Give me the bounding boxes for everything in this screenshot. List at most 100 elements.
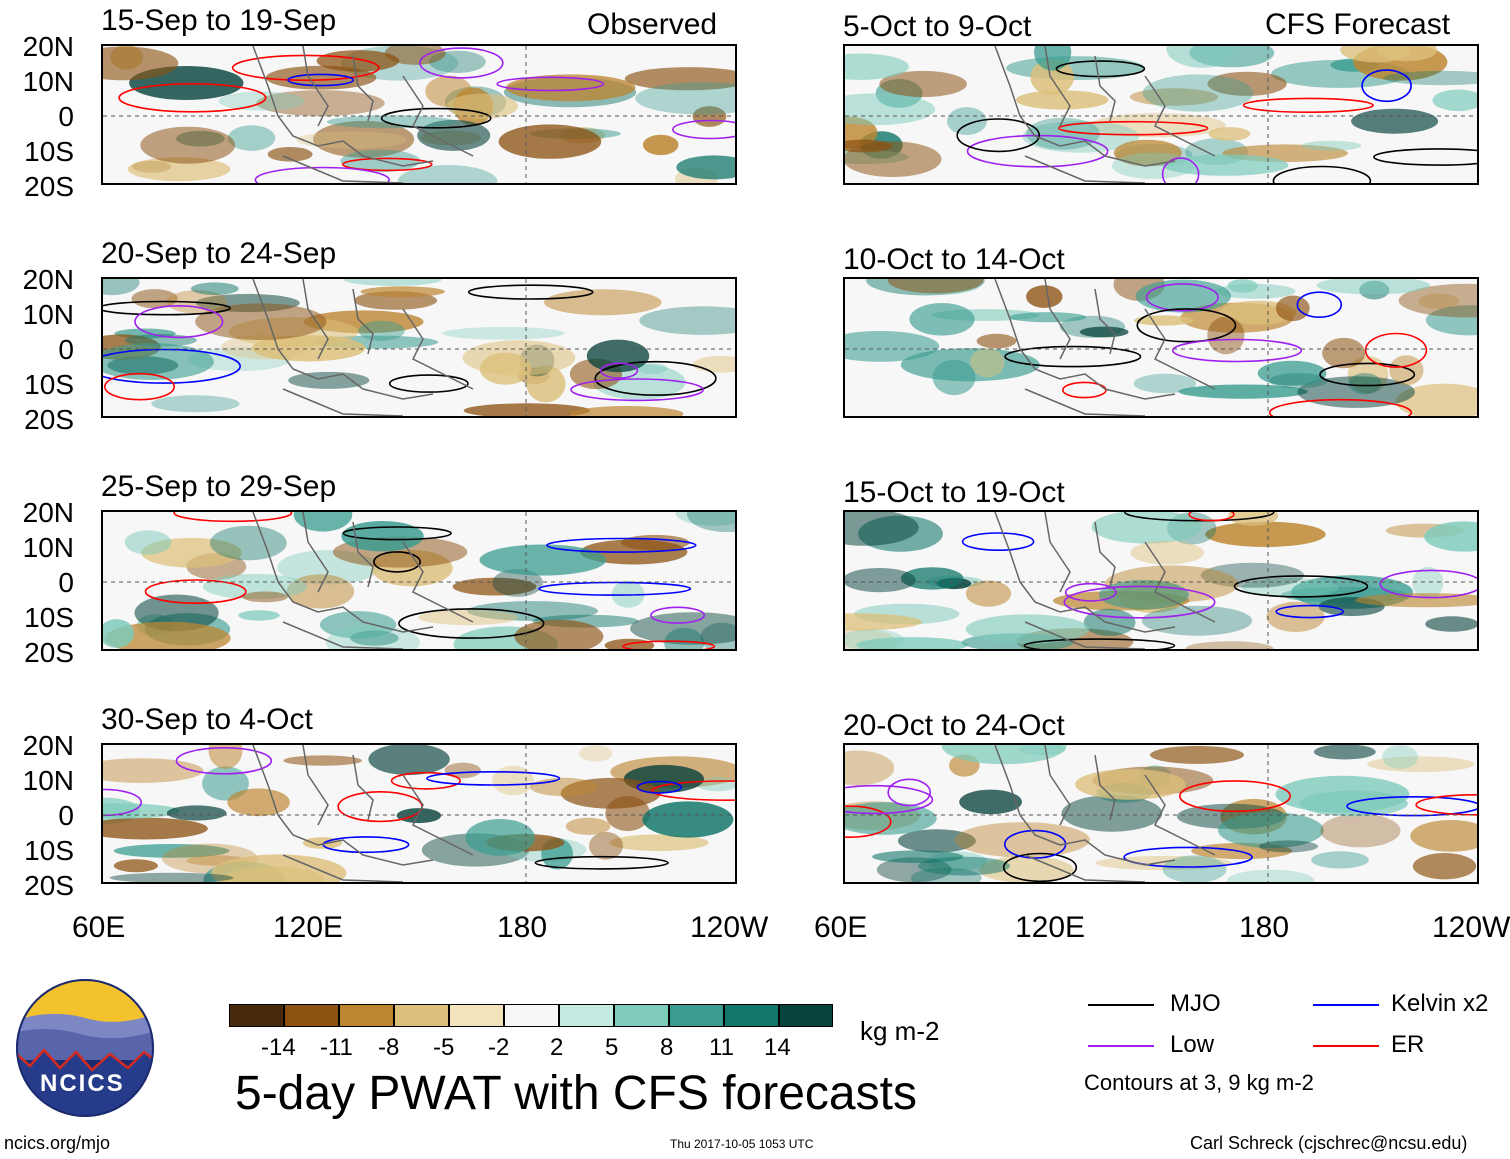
lat-label: 20S	[24, 637, 74, 668]
map-panel	[101, 277, 737, 418]
pwat-anomaly-blob	[1227, 279, 1258, 293]
lat-label: 20N	[22, 264, 74, 295]
pwat-anomaly-blob	[1348, 373, 1382, 395]
wave-contour	[173, 512, 293, 523]
pwat-anomaly-blob	[242, 591, 288, 603]
pwat-anomaly-blob	[887, 279, 984, 294]
pwat-anomaly-blob	[1227, 869, 1315, 882]
pwat-anomaly-blob	[976, 333, 1017, 349]
pwat-anomaly-blob	[845, 613, 922, 631]
pwat-anomaly-blob	[463, 403, 590, 416]
pwat-anomaly-blob	[492, 765, 534, 796]
pwat-anomaly-blob	[845, 53, 909, 80]
legend-label-kelvin: Kelvin x2	[1391, 990, 1489, 1017]
pwat-anomaly-blob	[343, 279, 442, 286]
pwat-anomaly-blob	[1241, 578, 1339, 598]
map-panel	[101, 510, 737, 651]
pwat-anomaly-blob	[1410, 820, 1477, 852]
pwat-anomaly-blob	[897, 829, 976, 853]
pwat-anomaly-blob	[498, 124, 602, 159]
wave-contour	[103, 300, 231, 316]
pwat-anomaly-blob	[1129, 88, 1219, 106]
wave-contour	[254, 166, 390, 183]
pwat-anomaly-blob	[1425, 616, 1477, 632]
lat-label: 10N	[22, 66, 74, 97]
wave-contour	[534, 855, 669, 870]
pwat-anomaly-blob	[947, 107, 987, 136]
colorbar-tick: -5	[433, 1034, 455, 1061]
colorbar-tick: 8	[660, 1034, 674, 1061]
colorbar-tick: -11	[320, 1034, 353, 1061]
pwat-anomaly-blob	[1208, 127, 1251, 141]
lat-label: 10S	[24, 136, 74, 167]
wave-contour	[1002, 852, 1078, 882]
pwat-anomaly-blob	[1316, 279, 1431, 295]
footer-url[interactable]: ncics.org/mjo	[4, 1133, 111, 1153]
wave-contour	[887, 778, 931, 807]
legend-label-er: ER	[1391, 1031, 1425, 1058]
map-field	[845, 46, 1477, 183]
pwat-anomaly-blob	[209, 525, 287, 561]
panel-title: 15-Sep to 19-Sep	[101, 4, 337, 37]
forecast-column-label: CFS Forecast	[1265, 8, 1451, 41]
coastline	[252, 745, 474, 882]
pwat-anomaly-blob	[1090, 113, 1226, 138]
pwat-anomaly-blob	[845, 93, 936, 126]
lat-label: 20S	[24, 870, 74, 901]
pwat-anomaly-blob	[1275, 295, 1310, 322]
pwat-anomaly-blob	[286, 574, 355, 609]
lat-label: 0	[58, 800, 74, 831]
map-field	[103, 512, 735, 649]
pwat-anomaly-blob	[676, 155, 735, 180]
legend-swatch-kelvin	[1313, 1004, 1379, 1006]
wave-contour	[398, 608, 545, 639]
colorbar-bin	[449, 1004, 504, 1027]
colorbar-tick: 14	[764, 1034, 791, 1061]
pwat-anomaly-blob	[932, 359, 976, 396]
pwat-anomaly-blob	[642, 134, 679, 156]
map-field	[845, 512, 1477, 649]
map-panel	[843, 510, 1479, 651]
panel-title: 20-Oct to 24-Oct	[843, 709, 1065, 742]
pwat-anomaly-blob	[1075, 769, 1186, 800]
pwat-anomaly-blob	[465, 819, 535, 856]
footer-timestamp: Thu 2017-10-05 1053 UTC	[670, 1137, 814, 1151]
map-panel	[101, 44, 737, 185]
colorbar-bin	[779, 1004, 833, 1027]
pwat-anomaly-blob	[635, 82, 735, 115]
wave-contour	[341, 157, 433, 172]
pwat-anomaly-blob	[579, 745, 613, 762]
wave-contour	[961, 532, 1035, 552]
pwat-anomaly-blob	[970, 348, 1005, 378]
wave-contour	[118, 82, 267, 113]
wave-contour	[845, 805, 892, 838]
wave-contour	[1361, 69, 1412, 103]
pwat-anomaly-blob	[639, 306, 735, 335]
lat-label: 20N	[22, 730, 74, 761]
pwat-anomaly-blob	[1367, 756, 1475, 773]
pwat-anomaly-blob	[1425, 305, 1477, 336]
pwat-anomaly-blob	[313, 120, 415, 158]
ncics-logo-icon	[16, 979, 154, 1117]
pwat-anomaly-blob	[140, 126, 236, 164]
pwat-anomaly-blob	[1398, 283, 1477, 318]
wave-contour	[1364, 332, 1428, 368]
pwat-anomaly-blob	[1166, 46, 1240, 68]
pwat-anomaly-blob	[1006, 56, 1145, 80]
pwat-anomaly-blob	[1162, 855, 1227, 882]
pwat-anomaly-blob	[1382, 745, 1419, 769]
pwat-anomaly-blob	[965, 580, 1012, 607]
lon-label: 120E	[1015, 911, 1086, 944]
pwat-anomaly-blob	[104, 621, 231, 649]
pwat-anomaly-blob	[1218, 812, 1324, 849]
legend-label-low: Low	[1170, 1031, 1215, 1058]
pwat-anomaly-blob	[692, 355, 735, 373]
colorbar-bin	[669, 1004, 724, 1027]
wave-contour	[672, 119, 735, 140]
legend-swatch-er	[1313, 1045, 1379, 1047]
wave-contour	[380, 107, 492, 129]
pwat-anomaly-blob	[918, 856, 1010, 876]
pwat-anomaly-blob	[251, 335, 366, 362]
wave-contour	[594, 360, 717, 396]
pwat-anomaly-blob	[675, 512, 735, 526]
